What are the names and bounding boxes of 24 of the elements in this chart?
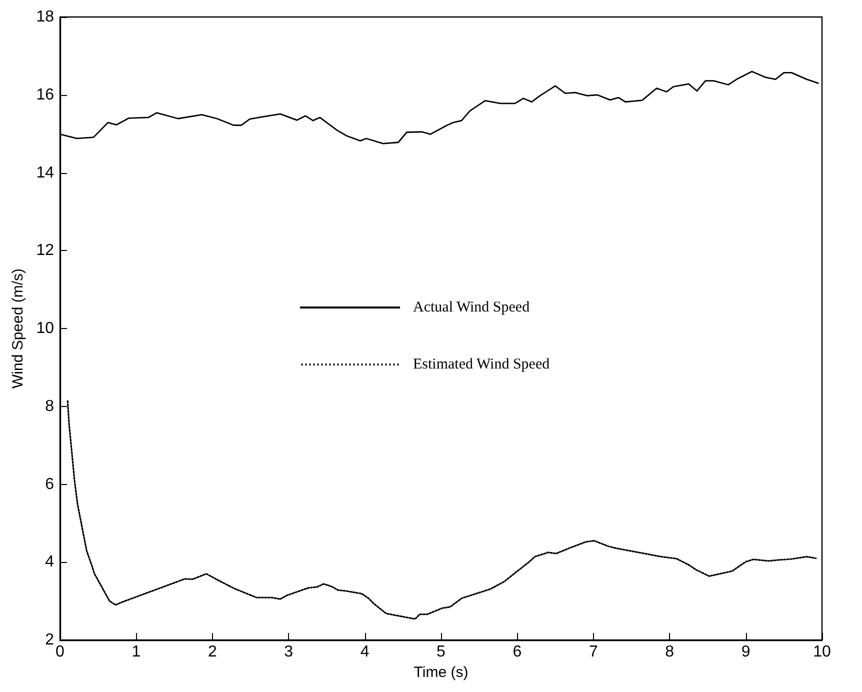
y-tick-label: 8 [45,398,54,415]
x-tick-label: 10 [813,644,831,660]
x-tick-label: 6 [512,644,522,660]
x-tick-label: 5 [436,644,446,660]
x-tick-label: 7 [588,644,598,660]
y-tick-label: 4 [45,554,54,571]
y-tick-label: 18 [36,8,54,26]
x-tick-label: 0 [56,644,65,660]
y-tick-label: 12 [36,242,54,260]
x-axis-title: Time (s) [414,664,468,681]
y-tick-label: 6 [45,476,54,493]
y-tick-label: 10 [36,320,54,337]
legend-label: Estimated Wind Speed [413,356,550,372]
x-tick-label: 3 [284,644,294,660]
x-tick-label: 9 [741,644,750,660]
legend-label: Actual Wind Speed [413,300,530,316]
y-tick-label: 2 [45,632,54,648]
x-tick-label: 4 [360,644,370,660]
x-tick-label: 2 [208,644,217,660]
x-tick-label: 8 [665,644,674,660]
y-tick-label: 14 [36,164,54,182]
y-tick-label: 16 [36,86,54,104]
y-axis-title: Wind Speed (m/s) [9,268,26,389]
x-tick-label: 1 [132,644,141,660]
